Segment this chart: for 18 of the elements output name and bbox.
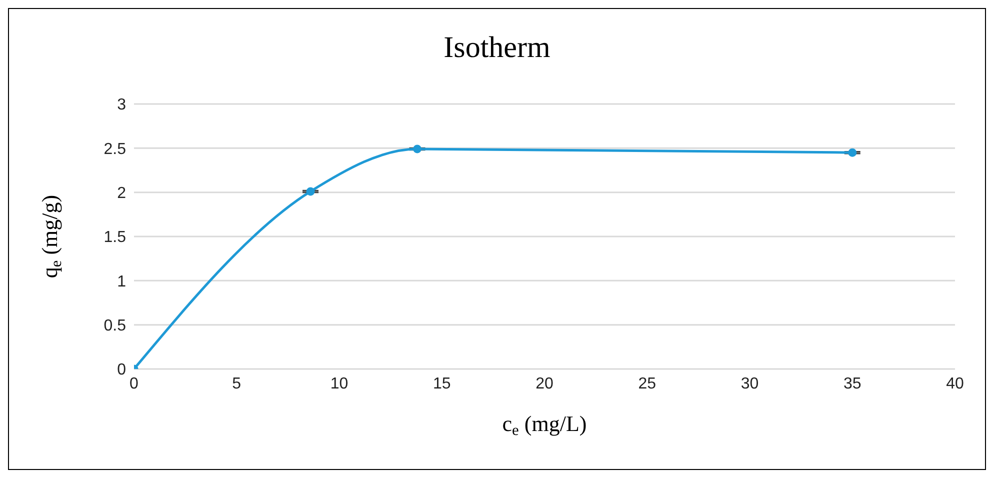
- y-tick-label: 0: [117, 362, 126, 379]
- x-tick-label: 0: [130, 375, 139, 392]
- y-tick-label: 0.5: [104, 318, 126, 335]
- x-tick-label: 40: [946, 375, 964, 392]
- y-tick-label: 1.5: [104, 229, 126, 246]
- y-tick-label: 1: [117, 273, 126, 290]
- x-tick-label: 25: [638, 375, 656, 392]
- x-tick-label: 15: [432, 375, 451, 392]
- y-tick-label: 2.5: [104, 140, 126, 158]
- chart-title: Isotherm: [442, 31, 552, 65]
- x-tick-label: 10: [330, 375, 348, 392]
- y-tick-label: 2: [117, 185, 126, 202]
- x-tick-label: 20: [536, 375, 554, 392]
- y-tick-label: 3: [117, 96, 126, 114]
- x-axis-title: c$_{e}$ (mg/L): [502, 411, 587, 439]
- x-tick-label: 5: [232, 375, 242, 392]
- x-tick-label: 35: [843, 375, 862, 392]
- x-tick-label: 30: [740, 375, 759, 392]
